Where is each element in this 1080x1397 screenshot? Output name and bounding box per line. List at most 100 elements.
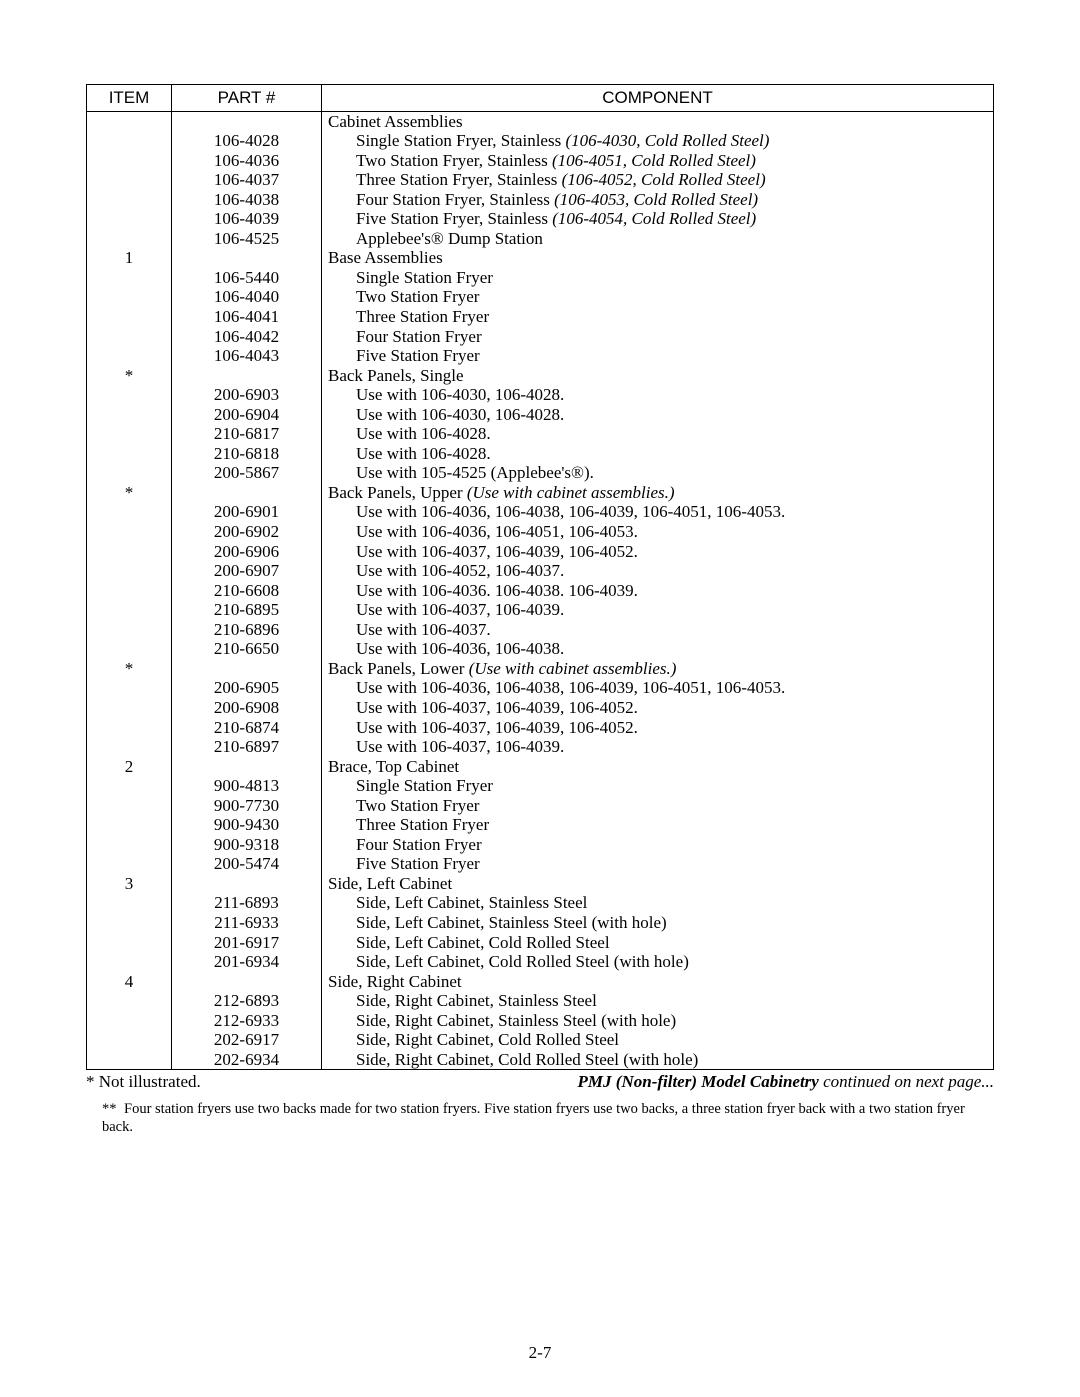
cell-part: 200-6903 — [172, 385, 322, 405]
cell-component: Use with 106-4030, 106-4028. — [322, 405, 994, 425]
cell-part: 200-6907 — [172, 561, 322, 581]
cell-part: 210-6895 — [172, 600, 322, 620]
cell-part: 200-5474 — [172, 854, 322, 874]
cell-item — [87, 815, 172, 835]
cell-component: Use with 106-4037, 106-4039. — [322, 737, 994, 757]
table-row: 210-6818Use with 106-4028. — [87, 444, 994, 464]
cell-part: 212-6933 — [172, 1011, 322, 1031]
cell-item — [87, 1030, 172, 1050]
cell-item — [87, 424, 172, 444]
header-item: ITEM — [87, 85, 172, 112]
cell-part: 210-6897 — [172, 737, 322, 757]
table-row: 202-6917Side, Right Cabinet, Cold Rolled… — [87, 1030, 994, 1050]
cell-component: Side, Right Cabinet, Cold Rolled Steel — [322, 1030, 994, 1050]
table-row: 210-6895Use with 106-4037, 106-4039. — [87, 600, 994, 620]
cell-item: 1 — [87, 248, 172, 268]
cell-component: Side, Right Cabinet, Stainless Steel — [322, 991, 994, 1011]
table-row: 200-6907Use with 106-4052, 106-4037. — [87, 561, 994, 581]
cell-item — [87, 209, 172, 229]
cell-item — [87, 1011, 172, 1031]
table-row: 201-6917Side, Left Cabinet, Cold Rolled … — [87, 933, 994, 953]
table-row: 106-4039Five Station Fryer, Stainless (1… — [87, 209, 994, 229]
table-row: 2 Brace, Top Cabinet — [87, 757, 994, 777]
cell-component: Base Assemblies — [322, 248, 994, 268]
cell-component: Use with 106-4036, 106-4051, 106-4053. — [322, 522, 994, 542]
cell-component: Cabinet Assemblies — [322, 111, 994, 131]
cell-part: 900-9318 — [172, 835, 322, 855]
table-row: 200-6906Use with 106-4037, 106-4039, 106… — [87, 542, 994, 562]
cell-part: 106-5440 — [172, 268, 322, 288]
cell-component: Use with 106-4052, 106-4037. — [322, 561, 994, 581]
cell-component: Use with 106-4037, 106-4039, 106-4052. — [322, 698, 994, 718]
double-star: ** — [102, 1100, 124, 1118]
cell-item — [87, 678, 172, 698]
cell-item — [87, 952, 172, 972]
cell-item — [87, 463, 172, 483]
table-row: Cabinet Assemblies — [87, 111, 994, 131]
cell-part — [172, 111, 322, 131]
cell-item — [87, 893, 172, 913]
cell-item — [87, 620, 172, 640]
table-row: 210-6897Use with 106-4037, 106-4039. — [87, 737, 994, 757]
table-row: 106-4036Two Station Fryer, Stainless (10… — [87, 151, 994, 171]
cell-component: Side, Right Cabinet, Stainless Steel (wi… — [322, 1011, 994, 1031]
cell-component: Four Station Fryer, Stainless (106-4053,… — [322, 190, 994, 210]
table-row: 212-6893Side, Right Cabinet, Stainless S… — [87, 991, 994, 1011]
cell-part — [172, 248, 322, 268]
cell-component: Single Station Fryer — [322, 268, 994, 288]
cell-part: 210-6874 — [172, 718, 322, 738]
cell-component: Brace, Top Cabinet — [322, 757, 994, 777]
cell-item — [87, 111, 172, 131]
cell-item: 3 — [87, 874, 172, 894]
cell-item: * — [87, 366, 172, 386]
table-row: 200-6905Use with 106-4036, 106-4038, 106… — [87, 678, 994, 698]
parts-table: ITEM PART # COMPONENT Cabinet Assemblies… — [86, 84, 994, 1070]
cell-component: Side, Left Cabinet — [322, 874, 994, 894]
table-row: 106-4043Five Station Fryer — [87, 346, 994, 366]
table-row: 210-6650Use with 106-4036, 106-4038. — [87, 639, 994, 659]
table-row: 200-6903Use with 106-4030, 106-4028. — [87, 385, 994, 405]
cell-component: Back Panels, Lower (Use with cabinet ass… — [322, 659, 994, 679]
table-row: 106-4038Four Station Fryer, Stainless (1… — [87, 190, 994, 210]
table-row: *Back Panels, Upper (Use with cabinet as… — [87, 483, 994, 503]
table-row: 200-6902Use with 106-4036, 106-4051, 106… — [87, 522, 994, 542]
cell-component: Three Station Fryer — [322, 307, 994, 327]
table-row: 210-6896Use with 106-4037. — [87, 620, 994, 640]
cell-part: 200-6905 — [172, 678, 322, 698]
cell-item — [87, 307, 172, 327]
table-row: 900-4813Single Station Fryer — [87, 776, 994, 796]
cell-part — [172, 972, 322, 992]
cell-component: Use with 106-4028. — [322, 444, 994, 464]
cell-part: 200-6901 — [172, 502, 322, 522]
double-star-note: **Four station fryers use two backs made… — [102, 1100, 994, 1136]
cell-component: Use with 106-4037, 106-4039. — [322, 600, 994, 620]
cell-component: Use with 106-4037, 106-4039, 106-4052. — [322, 718, 994, 738]
cell-item: * — [87, 659, 172, 679]
header-component: COMPONENT — [322, 85, 994, 112]
table-row: 106-4525Applebee's® Dump Station — [87, 229, 994, 249]
table-row: *Back Panels, Single — [87, 366, 994, 386]
cell-part: 200-6902 — [172, 522, 322, 542]
cell-item — [87, 581, 172, 601]
cell-component: Side, Left Cabinet, Cold Rolled Steel — [322, 933, 994, 953]
cell-component: Use with 106-4037. — [322, 620, 994, 640]
cell-component: Use with 106-4036, 106-4038. — [322, 639, 994, 659]
cell-part — [172, 659, 322, 679]
cell-part: 210-6608 — [172, 581, 322, 601]
table-row: 200-6908Use with 106-4037, 106-4039, 106… — [87, 698, 994, 718]
cell-part — [172, 483, 322, 503]
cell-component: Single Station Fryer — [322, 776, 994, 796]
cell-part: 200-6906 — [172, 542, 322, 562]
cell-component: Side, Left Cabinet, Cold Rolled Steel (w… — [322, 952, 994, 972]
cell-part: 202-6934 — [172, 1050, 322, 1070]
cell-item — [87, 854, 172, 874]
cell-part: 200-6904 — [172, 405, 322, 425]
cell-item: 2 — [87, 757, 172, 777]
cell-part: 212-6893 — [172, 991, 322, 1011]
cell-item — [87, 444, 172, 464]
cell-item: * — [87, 483, 172, 503]
cell-item — [87, 229, 172, 249]
cell-component: Side, Left Cabinet, Stainless Steel (wit… — [322, 913, 994, 933]
cell-item — [87, 913, 172, 933]
cell-part: 106-4036 — [172, 151, 322, 171]
